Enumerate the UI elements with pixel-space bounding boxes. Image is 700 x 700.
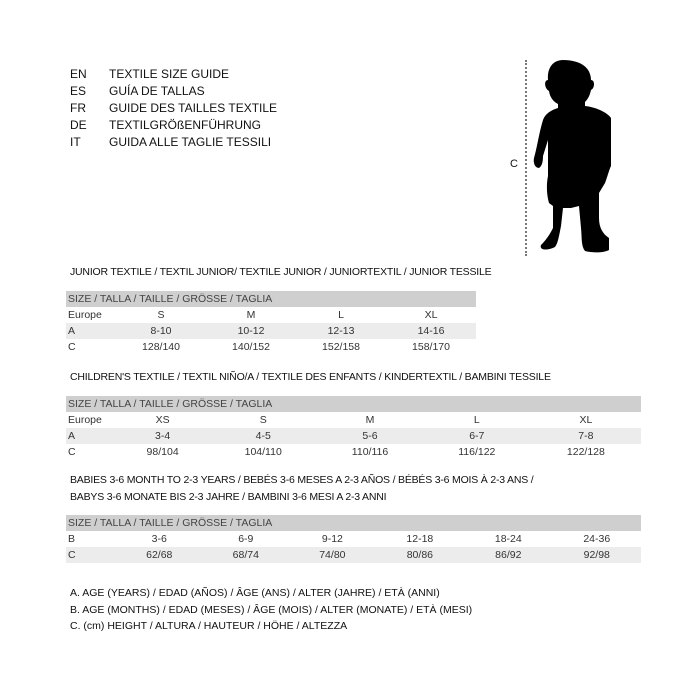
table-cell: 18-24: [494, 533, 522, 545]
table-cell: 62/68: [116, 547, 203, 563]
row-label: Europe: [68, 414, 102, 426]
row-label: C: [68, 341, 76, 353]
table-cell: 92/98: [552, 547, 641, 563]
table-row: B 3-6 6-9 9-12 12-18 18-24 24-36: [66, 531, 641, 547]
language-code: DE: [70, 118, 87, 132]
table-cell: 122/128: [566, 446, 605, 458]
table-header: SIZE / TALLA / TAILLE / GRÖSSE / TAGLIA: [66, 396, 641, 412]
row-label: A: [66, 428, 116, 444]
row-label: C: [66, 547, 116, 563]
legend-item-a: A. AGE (YEARS) / EDAD (AÑOS) / ÂGE (ANS)…: [70, 587, 440, 599]
table-cell: 104/110: [244, 446, 282, 458]
table-cell: 116/122: [458, 446, 496, 458]
row-label: C: [68, 446, 76, 458]
table-cell: 12-13: [296, 323, 386, 339]
table-cell: 24-36: [583, 533, 611, 545]
table-header-label: SIZE / TALLA / TAILLE / GRÖSSE / TAGLIA: [66, 515, 641, 531]
junior-section-title: JUNIOR TEXTILE / TEXTIL JUNIOR/ TEXTILE …: [70, 266, 492, 278]
table-row: C 128/140 140/152 152/158 158/170: [66, 339, 476, 355]
table-cell: 6-7: [422, 428, 531, 444]
language-code: EN: [70, 67, 87, 81]
language-title: TEXTILE SIZE GUIDE: [109, 67, 230, 81]
language-title: TEXTILGRÖßENFÜHRUNG: [109, 118, 262, 132]
language-list: EN TEXTILE SIZE GUIDE ES GUÍA DE TALLAS FR…: [70, 66, 370, 156]
legend: A. AGE (YEARS) / EDAD (AÑOS) / ÂGE (ANS)…: [70, 585, 472, 635]
child-silhouette-icon: [533, 60, 611, 253]
language-code: FR: [70, 101, 86, 115]
table-cell: 110/116: [351, 446, 389, 458]
table-cell: S: [157, 309, 165, 321]
table-cell: 12-18: [406, 533, 434, 545]
language-code: IT: [70, 135, 81, 149]
table-cell: S: [259, 414, 267, 426]
table-header: SIZE / TALLA / TAILLE / GRÖSSE / TAGLIA: [66, 515, 641, 531]
table-cell: L: [473, 414, 480, 426]
table-cell: XL: [579, 414, 593, 426]
table-cell: 10-12: [206, 323, 296, 339]
table-row: A 8-10 10-12 12-13 14-16: [66, 323, 476, 339]
table-row: A 3-4 4-5 5-6 6-7 7-8: [66, 428, 641, 444]
height-measure-label: C: [510, 158, 518, 170]
table-cell: 9-12: [321, 533, 343, 545]
babies-size-table: SIZE / TALLA / TAILLE / GRÖSSE / TAGLIA …: [66, 515, 641, 563]
legend-item-c: C. (cm) HEIGHT / ALTURA / HAUTEUR / HÖHE…: [70, 620, 348, 632]
language-title: GUIDA ALLE TAGLIE TESSILI: [109, 135, 272, 149]
table-row: Europe XS S M L XL: [66, 412, 641, 428]
table-cell: XS: [155, 414, 170, 426]
table-cell: 8-10: [116, 323, 206, 339]
table-cell: XL: [424, 309, 438, 321]
table-cell: M: [365, 414, 375, 426]
language-row-fr: FR GUIDE DES TAILLES TEXTILE: [70, 100, 370, 117]
language-row-es: ES GUÍA DE TALLAS: [70, 83, 370, 100]
language-row-it: IT GUIDA ALLE TAGLIE TESSILI: [70, 134, 370, 151]
table-cell: 7-8: [530, 428, 641, 444]
table-row: C 98/104 104/110 110/116 116/122 122/128: [66, 444, 641, 460]
table-cell: 158/170: [412, 341, 450, 353]
table-cell: L: [338, 309, 344, 321]
table-cell: 74/80: [289, 547, 376, 563]
table-header-label: SIZE / TALLA / TAILLE / GRÖSSE / TAGLIA: [66, 291, 476, 307]
table-cell: 5-6: [317, 428, 423, 444]
children-size-table: SIZE / TALLA / TAILLE / GRÖSSE / TAGLIA …: [66, 396, 641, 460]
babies-section-title-line2: BABYS 3-6 MONATE BIS 2-3 JAHRE / BAMBINI…: [70, 491, 387, 503]
language-code: ES: [70, 84, 87, 98]
junior-size-table: SIZE / TALLA / TAILLE / GRÖSSE / TAGLIA …: [66, 291, 476, 355]
table-cell: 14-16: [386, 323, 476, 339]
row-label: Europe: [68, 309, 102, 321]
row-label: B: [68, 533, 76, 545]
table-cell: 3-6: [151, 533, 167, 545]
children-section-title: CHILDREN'S TEXTILE / TEXTIL NIÑO/A / TEX…: [70, 371, 551, 383]
table-cell: 80/86: [375, 547, 465, 563]
table-cell: 68/74: [202, 547, 290, 563]
table-header-label: SIZE / TALLA / TAILLE / GRÖSSE / TAGLIA: [66, 396, 641, 412]
table-cell: 98/104: [146, 446, 179, 458]
table-cell: 86/92: [464, 547, 553, 563]
table-header: SIZE / TALLA / TAILLE / GRÖSSE / TAGLIA: [66, 291, 476, 307]
table-cell: 140/152: [232, 341, 270, 353]
table-cell: 3-4: [116, 428, 210, 444]
table-cell: M: [246, 309, 256, 321]
row-label: A: [66, 323, 116, 339]
language-row-de: DE TEXTILGRÖßENFÜHRUNG: [70, 117, 370, 134]
table-row: C 62/68 68/74 74/80 80/86 86/92 92/98: [66, 547, 641, 563]
table-cell: 128/140: [142, 341, 180, 353]
table-cell: 152/158: [322, 341, 360, 353]
babies-section-title-line1: BABIES 3-6 MONTH TO 2-3 YEARS / BEBÉS 3-…: [70, 474, 534, 486]
language-title: GUÍA DE TALLAS: [109, 84, 205, 98]
table-row: Europe S M L XL: [66, 307, 476, 323]
table-cell: 6-9: [238, 533, 254, 545]
language-title: GUIDE DES TAILLES TEXTILE: [109, 101, 278, 115]
legend-item-b: B. AGE (MONTHS) / EDAD (MESES) / ÂGE (MO…: [70, 603, 473, 616]
table-cell: 4-5: [209, 428, 318, 444]
language-row-en: EN TEXTILE SIZE GUIDE: [70, 66, 370, 83]
height-measure-line: [525, 60, 527, 256]
